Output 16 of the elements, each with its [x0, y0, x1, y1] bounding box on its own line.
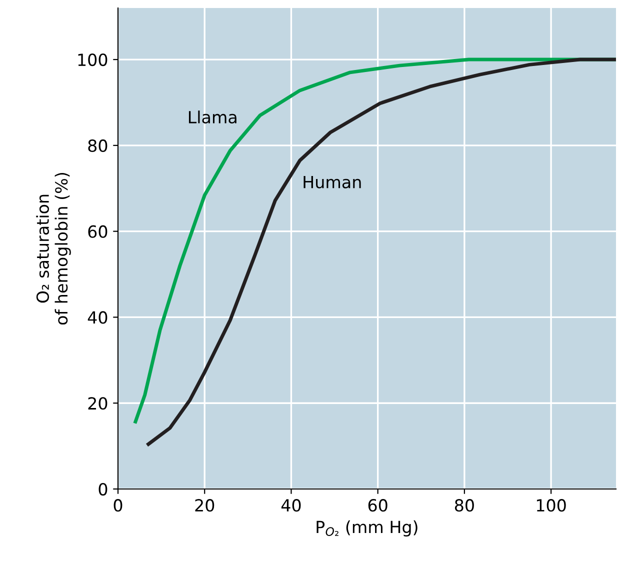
x-tick-label: 100: [536, 499, 566, 512]
y-tick-label: 40: [88, 311, 108, 324]
x-tick-label: 0: [114, 499, 122, 512]
x-axis-title: P$_{O₂}$ (mm Hg): [316, 520, 418, 537]
annotation: Human: [304, 176, 361, 188]
x-tick-label: 20: [195, 499, 214, 512]
annotation: Llama: [188, 110, 236, 124]
y-axis-title: O₂ saturation of hemoglobin (%): [36, 172, 71, 325]
y-tick-label: 20: [88, 397, 108, 410]
y-tick-label: 0: [98, 482, 108, 496]
y-tick-label: 100: [78, 54, 108, 66]
x-tick-label: 80: [454, 499, 474, 512]
y-tick-label: 60: [88, 225, 108, 238]
x-tick-label: 40: [281, 499, 301, 512]
y-tick-label: 80: [88, 139, 108, 152]
x-tick-label: 60: [368, 499, 388, 512]
